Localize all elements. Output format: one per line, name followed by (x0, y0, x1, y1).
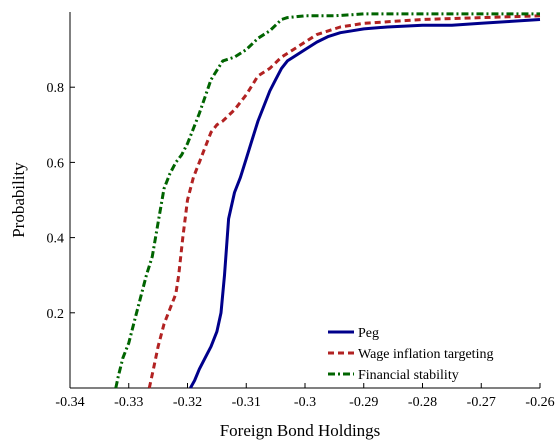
y-tick-label: 0.2 (47, 307, 65, 322)
x-tick-label: -0.27 (467, 395, 496, 410)
x-tick-label: -0.31 (232, 395, 261, 410)
x-tick-label: -0.28 (408, 395, 437, 410)
y-tick-label: 0.8 (47, 81, 65, 96)
legend-label: Peg (358, 326, 379, 341)
legend: Peg Wage inflation targeting Financial sta… (328, 326, 493, 383)
legend-label: Wage inflation targeting (358, 347, 493, 362)
series-line-2 (147, 14, 541, 389)
x-tick-label: -0.32 (173, 395, 202, 410)
x-tick-label: -0.3 (294, 395, 316, 410)
series-line-3 (114, 12, 540, 389)
x-tick-label: -0.26 (525, 395, 554, 410)
series-line-1 (189, 18, 541, 389)
x-tick-label: -0.33 (114, 395, 143, 410)
y-tick-label: 0.6 (47, 156, 65, 171)
legend-label: Financial stability (358, 368, 459, 383)
x-axis-label: Foreign Bond Holdings (220, 421, 381, 440)
x-tick-label: -0.29 (349, 395, 378, 410)
y-tick-label: 0.4 (47, 232, 65, 247)
x-tick-label: -0.34 (55, 395, 84, 410)
y-axis-label: Probability (9, 162, 28, 238)
